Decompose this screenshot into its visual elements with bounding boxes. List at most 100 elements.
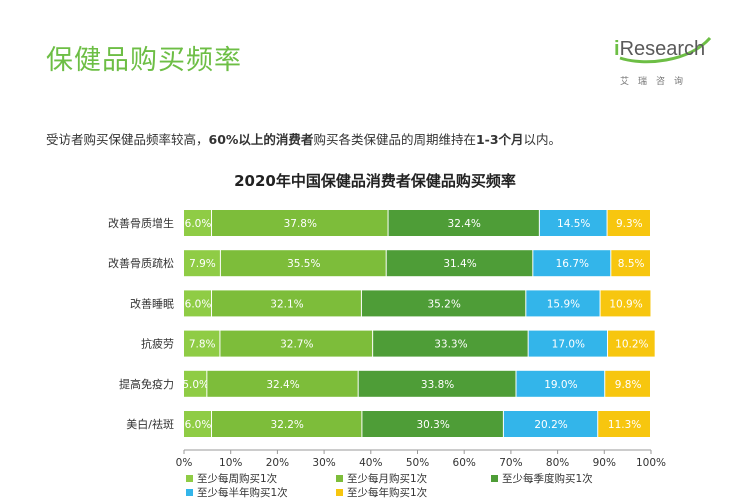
x-tick-label: 100% xyxy=(636,457,666,469)
data-label: 6.0% xyxy=(185,419,212,431)
data-label: 35.5% xyxy=(287,258,320,270)
bar-segment xyxy=(212,210,388,236)
bar-segment xyxy=(207,370,358,397)
data-label: 20.2% xyxy=(534,419,567,431)
data-label: 5.0% xyxy=(182,379,209,391)
subtitle-part2: 购买各类保健品的周期维持在 xyxy=(313,132,476,147)
bar-segment xyxy=(184,370,207,397)
bar-segment xyxy=(184,290,212,317)
data-label: 32.7% xyxy=(280,339,313,351)
data-label: 10.2% xyxy=(615,339,648,351)
subtitle-part1: 受访者购买保健品频率较高， xyxy=(46,132,209,147)
data-label: 17.0% xyxy=(552,339,585,351)
bar-segment xyxy=(361,290,526,317)
bar-segment xyxy=(598,411,650,437)
bar-segment xyxy=(362,411,503,437)
category-label: 提高免疫力 xyxy=(119,377,174,391)
data-label: 32.1% xyxy=(270,298,303,310)
iresearch-logo: iResearch 艾瑞咨询 xyxy=(614,36,714,92)
legend-swatch xyxy=(186,489,193,496)
bar-segment xyxy=(608,330,655,357)
data-label: 33.3% xyxy=(434,339,467,351)
legend-label: 至少每月购买1次 xyxy=(347,472,428,485)
data-label: 32.4% xyxy=(266,379,299,391)
legend-label: 至少每半年购买1次 xyxy=(197,486,288,498)
legend-label: 至少每周购买1次 xyxy=(197,472,278,485)
data-label: 6.0% xyxy=(185,298,212,310)
logo-swoosh-icon xyxy=(619,36,712,64)
data-label: 16.7% xyxy=(556,258,589,270)
legend-label: 至少每季度购买1次 xyxy=(502,472,593,485)
bar-segment xyxy=(184,250,220,277)
bar-segment xyxy=(503,411,598,437)
category-label: 改善骨质疏松 xyxy=(108,256,174,270)
category-label: 抗疲劳 xyxy=(141,337,174,351)
x-tick-label: 10% xyxy=(219,457,242,469)
data-label: 14.5% xyxy=(557,218,590,230)
bar-segment xyxy=(600,290,651,317)
data-label: 33.8% xyxy=(421,379,454,391)
data-label: 9.8% xyxy=(615,379,642,391)
data-label: 37.8% xyxy=(284,218,317,230)
x-tick-label: 20% xyxy=(266,457,289,469)
x-tick-label: 60% xyxy=(453,457,476,469)
bar-segment xyxy=(184,411,212,437)
subtitle-part3: 以内。 xyxy=(523,132,562,147)
bar-segment xyxy=(516,370,605,397)
bar-segment xyxy=(220,250,386,277)
legend-swatch xyxy=(491,475,498,482)
bar-segment xyxy=(386,250,533,277)
data-label: 9.3% xyxy=(616,218,643,230)
data-label: 6.0% xyxy=(185,218,212,230)
category-label: 改善骨质增生 xyxy=(108,216,174,230)
legend-swatch xyxy=(336,475,343,482)
bar-segment xyxy=(607,210,650,236)
data-label: 19.0% xyxy=(544,379,577,391)
bar-segment xyxy=(526,290,600,317)
data-label: 15.9% xyxy=(547,298,580,310)
data-label: 10.9% xyxy=(609,298,642,310)
bar-segment xyxy=(528,330,608,357)
data-label: 35.2% xyxy=(427,298,460,310)
bar-segment xyxy=(220,330,373,357)
bar-segment xyxy=(611,250,650,277)
bar-segment xyxy=(212,411,362,437)
bar-segment xyxy=(388,210,539,236)
bar-segment xyxy=(212,290,361,317)
logo-subtext: 艾瑞咨询 xyxy=(620,77,693,87)
data-label: 32.2% xyxy=(271,419,304,431)
data-label: 11.3% xyxy=(608,419,641,431)
bar-segment xyxy=(539,210,607,236)
bar-segment xyxy=(533,250,611,277)
x-tick-label: 90% xyxy=(593,457,616,469)
x-tick-label: 0% xyxy=(176,457,193,469)
category-label: 美白/祛斑 xyxy=(126,417,174,431)
legend-label: 至少每年购买1次 xyxy=(347,486,428,498)
data-label: 30.3% xyxy=(416,419,449,431)
bar-segment xyxy=(373,330,528,357)
bar-segment xyxy=(358,370,516,397)
bar-segment xyxy=(184,210,212,236)
logo-text: iResearch xyxy=(614,38,706,60)
data-label: 8.5% xyxy=(618,258,645,270)
x-tick-label: 70% xyxy=(499,457,522,469)
x-tick-label: 50% xyxy=(406,457,429,469)
page-title: 保健品购买频率 xyxy=(46,45,242,76)
legend-swatch xyxy=(336,489,343,496)
data-label: 31.4% xyxy=(443,258,476,270)
x-tick-label: 30% xyxy=(312,457,335,469)
x-tick-label: 40% xyxy=(359,457,382,469)
data-label: 7.9% xyxy=(189,258,216,270)
legend-swatch xyxy=(186,475,193,482)
bar-segment xyxy=(605,370,650,397)
data-label: 32.4% xyxy=(448,218,481,230)
x-tick-label: 80% xyxy=(546,457,569,469)
subtitle-text: 受访者购买保健品频率较高，60%以上的消费者购买各类保健品的周期维持在1-3个月… xyxy=(46,129,561,148)
bar-segment xyxy=(184,330,220,357)
data-label: 7.8% xyxy=(189,339,216,351)
chart-title: 2020年中国保健品消费者保健品购买频率 xyxy=(234,172,516,190)
category-label: 改善睡眠 xyxy=(130,296,174,310)
subtitle-bold2: 1-3个月 xyxy=(475,132,524,147)
subtitle-bold1: 60%以上的消费者 xyxy=(208,132,314,147)
